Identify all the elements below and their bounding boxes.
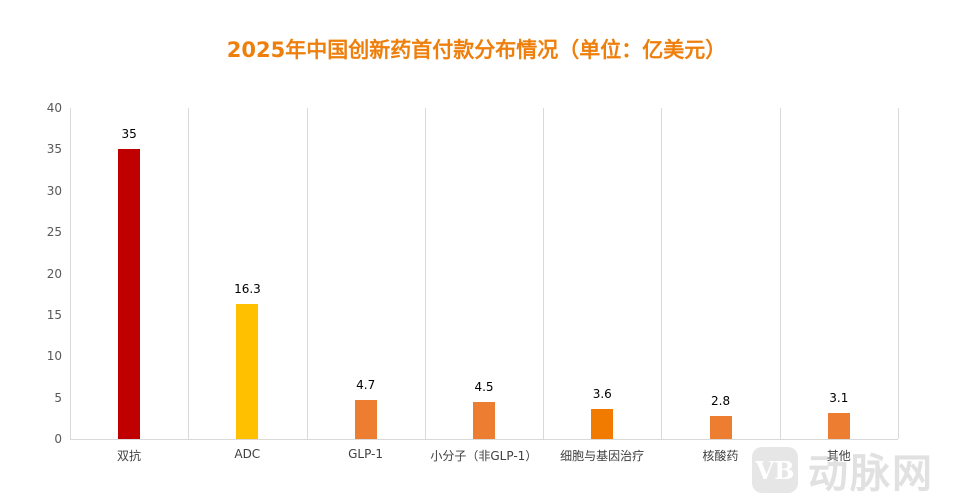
bar (709, 415, 732, 439)
gridline (898, 108, 899, 439)
bar (827, 413, 850, 439)
x-tick-label: 核酸药 (702, 449, 739, 463)
data-label: 3.1 (829, 391, 849, 406)
watermark-text: 动脉网 (808, 451, 934, 497)
gridline (425, 108, 426, 439)
gridline (188, 108, 189, 439)
bar (118, 149, 141, 439)
y-tick-label: 15 (46, 307, 62, 322)
y-tick-label: 5 (54, 390, 62, 405)
chart-title: 2025年中国创新药首付款分布情况（单位：亿美元） (226, 38, 727, 62)
y-tick-label: 10 (46, 349, 62, 364)
x-tick-label: 小分子（非GLP-1） (430, 449, 538, 463)
x-tick-label: GLP-1 (348, 447, 384, 461)
gridline (307, 108, 308, 439)
data-label: 35 (121, 127, 137, 142)
x-tick-label: 细胞与基因治疗 (560, 449, 645, 463)
watermark: VB 动脉网 (752, 444, 934, 497)
gridline (661, 108, 662, 439)
x-tick-label: 双抗 (116, 449, 141, 463)
data-label: 3.6 (592, 387, 612, 402)
y-tick-label: 20 (46, 266, 62, 281)
x-tick-label: 其他 (826, 449, 851, 463)
data-label: 4.5 (474, 379, 494, 394)
gridline (543, 108, 544, 439)
data-label: 2.8 (711, 393, 731, 408)
y-tick-label: 40 (46, 101, 62, 115)
y-tick-label: 25 (46, 225, 62, 240)
y-tick-label: 30 (46, 183, 62, 198)
plot-area: 35 16.3 4.7 4.5 3.6 2.8 3.1 (70, 108, 899, 440)
y-tick-label: 35 (46, 142, 62, 157)
data-label: 4.7 (356, 378, 376, 393)
x-tick-label: ADC (234, 447, 261, 461)
watermark-logo-icon: VB (752, 447, 798, 493)
bar (591, 409, 614, 439)
x-axis-line (70, 439, 898, 440)
gridline (780, 108, 781, 439)
bar (236, 304, 259, 439)
gridline (70, 108, 71, 439)
y-tick-label: 0 (54, 432, 62, 446)
data-label: 16.3 (234, 282, 261, 297)
bar (473, 401, 495, 439)
bar (354, 400, 377, 439)
